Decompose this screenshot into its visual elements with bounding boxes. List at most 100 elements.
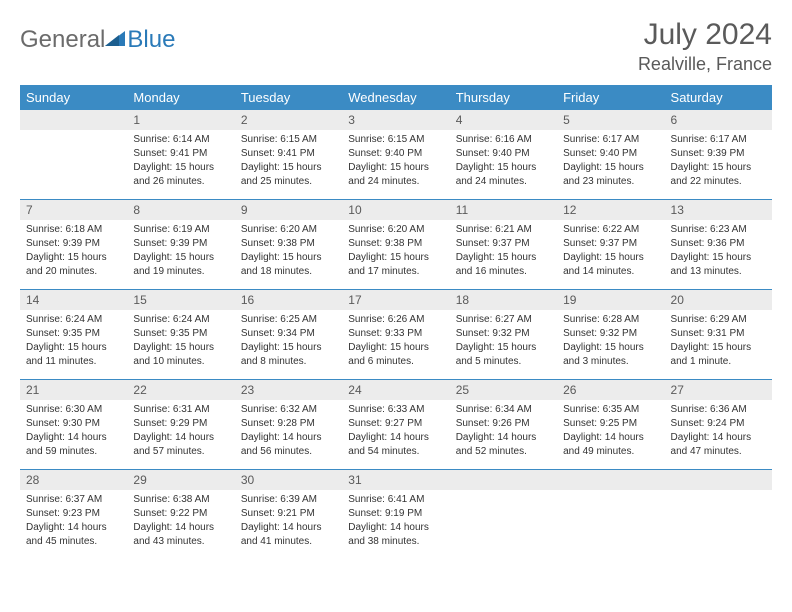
day-number: 5: [557, 110, 664, 130]
day-cell: Sunrise: 6:19 AMSunset: 9:39 PMDaylight:…: [127, 220, 234, 290]
sunset-text: Sunset: 9:40 PM: [348, 147, 443, 160]
daylight-text: Daylight: 15 hours: [348, 161, 443, 174]
sunset-text: Sunset: 9:38 PM: [348, 237, 443, 250]
day-cell: Sunrise: 6:26 AMSunset: 9:33 PMDaylight:…: [342, 310, 449, 380]
daylight-text: Daylight: 15 hours: [456, 341, 551, 354]
sunrise-text: Sunrise: 6:18 AM: [26, 223, 121, 236]
day-number: 23: [235, 380, 342, 400]
day-cell: Sunrise: 6:16 AMSunset: 9:40 PMDaylight:…: [450, 130, 557, 200]
sunset-text: Sunset: 9:25 PM: [563, 417, 658, 430]
daylight-text: Daylight: 14 hours: [241, 431, 336, 444]
sunrise-text: Sunrise: 6:20 AM: [348, 223, 443, 236]
day-cell: Sunrise: 6:20 AMSunset: 9:38 PMDaylight:…: [342, 220, 449, 290]
day-data-row: Sunrise: 6:37 AMSunset: 9:23 PMDaylight:…: [20, 490, 772, 559]
day-cell: Sunrise: 6:14 AMSunset: 9:41 PMDaylight:…: [127, 130, 234, 200]
day-data-row: Sunrise: 6:14 AMSunset: 9:41 PMDaylight:…: [20, 130, 772, 200]
daylight-text: and 6 minutes.: [348, 355, 443, 368]
sunrise-text: Sunrise: 6:15 AM: [241, 133, 336, 146]
sunrise-text: Sunrise: 6:24 AM: [133, 313, 228, 326]
daylight-text: and 38 minutes.: [348, 535, 443, 548]
day-cell: Sunrise: 6:21 AMSunset: 9:37 PMDaylight:…: [450, 220, 557, 290]
sunrise-text: Sunrise: 6:29 AM: [671, 313, 766, 326]
daylight-text: and 19 minutes.: [133, 265, 228, 278]
weekday-header: Monday: [127, 85, 234, 110]
sunrise-text: Sunrise: 6:35 AM: [563, 403, 658, 416]
daylight-text: and 24 minutes.: [456, 175, 551, 188]
day-cell: Sunrise: 6:35 AMSunset: 9:25 PMDaylight:…: [557, 400, 664, 470]
day-cell: Sunrise: 6:15 AMSunset: 9:41 PMDaylight:…: [235, 130, 342, 200]
day-number-row: 78910111213: [20, 200, 772, 220]
daylight-text: and 26 minutes.: [133, 175, 228, 188]
sunset-text: Sunset: 9:19 PM: [348, 507, 443, 520]
sunrise-text: Sunrise: 6:32 AM: [241, 403, 336, 416]
day-number: 19: [557, 290, 664, 310]
sunrise-text: Sunrise: 6:28 AM: [563, 313, 658, 326]
weekday-header: Sunday: [20, 85, 127, 110]
daylight-text: and 8 minutes.: [241, 355, 336, 368]
daylight-text: and 54 minutes.: [348, 445, 443, 458]
sunrise-text: Sunrise: 6:37 AM: [26, 493, 121, 506]
day-cell: Sunrise: 6:24 AMSunset: 9:35 PMDaylight:…: [127, 310, 234, 380]
day-number: 31: [342, 470, 449, 490]
daylight-text: Daylight: 14 hours: [26, 431, 121, 444]
daylight-text: Daylight: 15 hours: [241, 251, 336, 264]
sunset-text: Sunset: 9:35 PM: [133, 327, 228, 340]
daylight-text: and 20 minutes.: [26, 265, 121, 278]
daylight-text: Daylight: 15 hours: [348, 341, 443, 354]
daylight-text: Daylight: 14 hours: [133, 521, 228, 534]
day-number: 12: [557, 200, 664, 220]
sunset-text: Sunset: 9:39 PM: [26, 237, 121, 250]
day-cell: Sunrise: 6:27 AMSunset: 9:32 PMDaylight:…: [450, 310, 557, 380]
sunset-text: Sunset: 9:22 PM: [133, 507, 228, 520]
daylight-text: Daylight: 15 hours: [26, 341, 121, 354]
day-number: 3: [342, 110, 449, 130]
daylight-text: Daylight: 15 hours: [241, 161, 336, 174]
weekday-header-row: Sunday Monday Tuesday Wednesday Thursday…: [20, 85, 772, 110]
sunset-text: Sunset: 9:41 PM: [241, 147, 336, 160]
daylight-text: and 49 minutes.: [563, 445, 658, 458]
sunset-text: Sunset: 9:30 PM: [26, 417, 121, 430]
day-number: 4: [450, 110, 557, 130]
daylight-text: and 5 minutes.: [456, 355, 551, 368]
brand-text-blue: Blue: [127, 26, 175, 54]
day-number: 16: [235, 290, 342, 310]
daylight-text: and 59 minutes.: [26, 445, 121, 458]
daylight-text: Daylight: 15 hours: [348, 251, 443, 264]
daylight-text: Daylight: 15 hours: [133, 251, 228, 264]
day-number: [557, 470, 664, 490]
weekday-header: Tuesday: [235, 85, 342, 110]
sunset-text: Sunset: 9:39 PM: [671, 147, 766, 160]
sunset-text: Sunset: 9:27 PM: [348, 417, 443, 430]
sunset-text: Sunset: 9:23 PM: [26, 507, 121, 520]
sunrise-text: Sunrise: 6:21 AM: [456, 223, 551, 236]
weekday-header: Saturday: [665, 85, 772, 110]
sunrise-text: Sunrise: 6:20 AM: [241, 223, 336, 236]
day-number: 10: [342, 200, 449, 220]
daylight-text: Daylight: 14 hours: [348, 431, 443, 444]
day-data-row: Sunrise: 6:24 AMSunset: 9:35 PMDaylight:…: [20, 310, 772, 380]
day-number: 30: [235, 470, 342, 490]
day-number: 1: [127, 110, 234, 130]
day-number: 15: [127, 290, 234, 310]
day-number-row: 123456: [20, 110, 772, 130]
daylight-text: Daylight: 15 hours: [563, 251, 658, 264]
day-number: 17: [342, 290, 449, 310]
day-cell: Sunrise: 6:17 AMSunset: 9:39 PMDaylight:…: [665, 130, 772, 200]
day-cell: Sunrise: 6:22 AMSunset: 9:37 PMDaylight:…: [557, 220, 664, 290]
daylight-text: and 45 minutes.: [26, 535, 121, 548]
daylight-text: Daylight: 14 hours: [563, 431, 658, 444]
sunrise-text: Sunrise: 6:36 AM: [671, 403, 766, 416]
title-block: July 2024 Realville, France: [638, 18, 772, 75]
daylight-text: Daylight: 14 hours: [133, 431, 228, 444]
sunrise-text: Sunrise: 6:34 AM: [456, 403, 551, 416]
day-number: 8: [127, 200, 234, 220]
daylight-text: Daylight: 15 hours: [133, 341, 228, 354]
daylight-text: Daylight: 14 hours: [26, 521, 121, 534]
day-cell: Sunrise: 6:39 AMSunset: 9:21 PMDaylight:…: [235, 490, 342, 559]
brand-triangle-icon: [105, 28, 127, 53]
page-header: General Blue July 2024 Realville, France: [20, 18, 772, 75]
sunset-text: Sunset: 9:24 PM: [671, 417, 766, 430]
day-cell: [665, 490, 772, 559]
daylight-text: Daylight: 15 hours: [456, 251, 551, 264]
sunrise-text: Sunrise: 6:26 AM: [348, 313, 443, 326]
